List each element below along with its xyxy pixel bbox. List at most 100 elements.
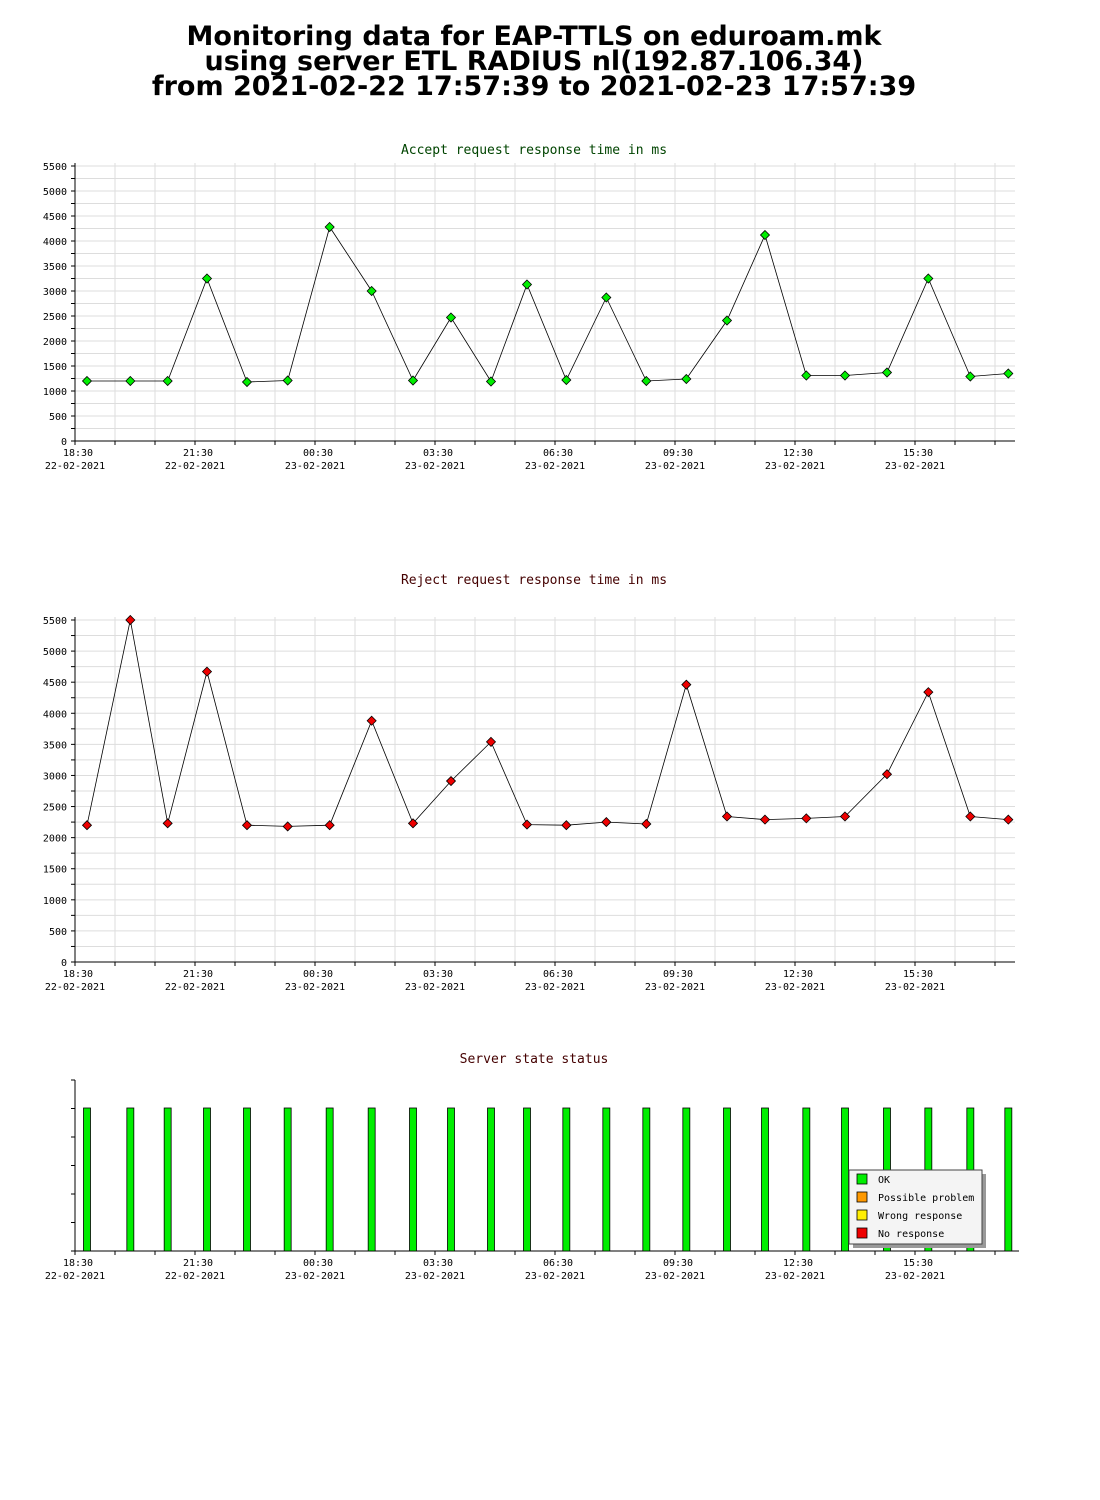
accept-xtick-date: 23-02-2021 (885, 461, 945, 472)
reject-xtick-time: 06:30 (543, 969, 573, 980)
reject-xtick-time: 09:30 (663, 969, 693, 980)
status-xtick-time: 09:30 (663, 1258, 693, 1269)
status-xtick-time: 18:30 (63, 1258, 93, 1269)
accept-data-point (923, 273, 934, 284)
legend-swatch-possible-problem (856, 1191, 868, 1203)
status-bar (447, 1107, 455, 1252)
reject-data-point (1003, 814, 1014, 825)
accept-xtick-date: 22-02-2021 (165, 461, 225, 472)
accept-xtick-time: 21:30 (183, 448, 213, 459)
status-xtick-time: 12:30 (783, 1258, 813, 1269)
reject-xtick-time: 15:30 (903, 969, 933, 980)
reject-xtick-time: 12:30 (783, 969, 813, 980)
reject-xtick-date: 23-02-2021 (285, 982, 345, 993)
status-bar (682, 1107, 691, 1252)
status-bar (602, 1107, 611, 1252)
legend-box (848, 1169, 983, 1245)
accept-ytick-label: 3000 (43, 287, 67, 298)
status-bar (409, 1107, 417, 1252)
accept-ytick-label: 1000 (43, 387, 67, 398)
status-bar (243, 1107, 251, 1252)
accept-xtick-date: 23-02-2021 (405, 461, 465, 472)
status-bar (841, 1107, 849, 1252)
reject-ytick-label: 4000 (43, 709, 67, 720)
accept-xtick-date: 23-02-2021 (645, 461, 705, 472)
accept-data-point (485, 376, 497, 387)
reject-data-point (366, 715, 377, 726)
reject-ytick-label: 4500 (43, 678, 67, 689)
accept-xtick-time: 03:30 (423, 448, 453, 459)
title-line-1: Monitoring data for EAP-TTLS on eduroam.… (186, 21, 882, 52)
reject-xtick-date: 22-02-2021 (45, 982, 105, 993)
legend-label-no-response: No response (878, 1229, 944, 1240)
accept-ytick-label: 0 (61, 437, 67, 448)
accept-data-point (965, 371, 976, 382)
accept-data-point (324, 221, 335, 233)
accept-data-point (801, 370, 812, 381)
accept-data-point (681, 373, 692, 385)
reject-xtick-date: 23-02-2021 (405, 982, 465, 993)
status-legend: OK Possible problem Wrong response No re… (848, 1169, 986, 1248)
accept-data-point (1003, 368, 1014, 379)
status-bar (203, 1107, 211, 1252)
accept-xtick-date: 23-02-2021 (525, 461, 585, 472)
reject-xtick-time: 21:30 (183, 969, 213, 980)
accept-ytick-label: 2000 (43, 337, 67, 348)
status-bar (523, 1107, 531, 1252)
status-bar (325, 1107, 334, 1252)
reject-chart-title: Reject request response time in ms (401, 573, 667, 588)
reject-xtick-date: 23-02-2021 (765, 982, 825, 993)
status-xtick-date: 22-02-2021 (165, 1271, 225, 1282)
reject-xtick-time: 00:30 (303, 969, 333, 980)
reject-data-point (601, 817, 612, 828)
reject-data-point (759, 814, 771, 825)
status-xtick-date: 23-02-2021 (885, 1271, 945, 1282)
status-bar (367, 1107, 376, 1252)
reject-data-point (521, 819, 533, 830)
reject-xtick-time: 03:30 (423, 969, 453, 980)
reject-xtick-date: 23-02-2021 (885, 982, 945, 993)
accept-xtick-time: 06:30 (543, 448, 573, 459)
accept-data-point (521, 279, 533, 290)
reject-ytick-label: 0 (61, 958, 67, 969)
accept-data-point (162, 375, 173, 387)
status-bar (126, 1107, 135, 1252)
reject-data-point (801, 813, 812, 824)
status-bar (761, 1107, 769, 1252)
accept-series-line (87, 226, 1009, 383)
accept-data-point (445, 312, 457, 323)
accept-data-point (282, 375, 293, 386)
status-bar (802, 1107, 811, 1252)
status-bar (487, 1107, 495, 1252)
accept-data-point (125, 375, 136, 387)
status-bar (163, 1107, 172, 1252)
accept-data-point (601, 292, 612, 303)
reject-ytick-label: 2500 (43, 803, 67, 814)
accept-xtick-time: 09:30 (663, 448, 693, 459)
reject-ytick-label: 1000 (43, 896, 67, 907)
reject-data-point (125, 614, 136, 626)
reject-data-point (282, 821, 293, 832)
reject-ytick-label: 3000 (43, 771, 67, 782)
accept-xtick-time: 12:30 (783, 448, 813, 459)
accept-ytick-label: 2500 (43, 312, 67, 323)
status-xtick-date: 23-02-2021 (285, 1271, 345, 1282)
reject-data-point (324, 820, 335, 831)
accept-xtick-date: 22-02-2021 (45, 461, 105, 472)
reject-data-point (162, 818, 173, 829)
reject-xtick-date: 23-02-2021 (645, 982, 705, 993)
status-bar (642, 1107, 651, 1252)
reject-data-point (641, 818, 652, 830)
reject-series-line (86, 619, 1009, 827)
accept-ytick-label: 500 (49, 412, 67, 423)
reject-ytick-label: 2000 (43, 834, 67, 845)
accept-data-point (366, 285, 377, 297)
status-xtick-date: 23-02-2021 (765, 1271, 825, 1282)
accept-xtick-date: 23-02-2021 (765, 461, 825, 472)
accept-data-point (81, 375, 93, 387)
status-xtick-date: 23-02-2021 (645, 1271, 705, 1282)
status-xtick-time: 21:30 (183, 1258, 213, 1269)
reject-ytick-label: 500 (49, 927, 67, 938)
status-xtick-time: 15:30 (903, 1258, 933, 1269)
